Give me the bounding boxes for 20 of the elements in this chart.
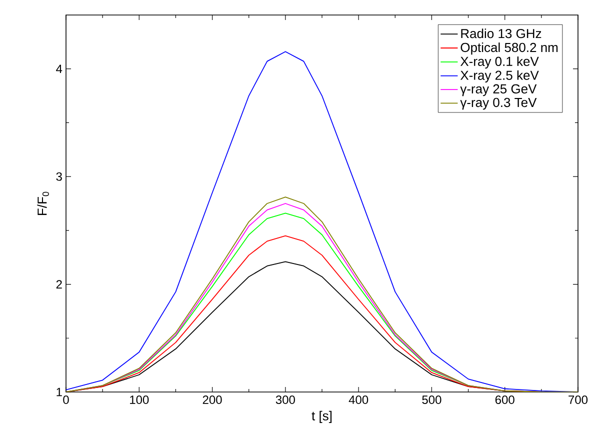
x-tick-label: 500 (422, 396, 442, 404)
x-tick-label: 100 (130, 396, 149, 404)
x-axis-title: t [s] (312, 410, 332, 423)
legend-label: γ-ray 0.3 TeV (460, 98, 537, 110)
y-tick-label: 2 (56, 280, 62, 288)
legend-label: γ-ray 25 GeV (460, 84, 537, 96)
y-tick-label: 3 (56, 172, 62, 181)
legend-label: X-ray 0.1 keV (460, 56, 539, 69)
x-tick-label: 300 (276, 396, 295, 404)
y-tick-label: 1 (56, 388, 62, 396)
legend-label: Optical 580.2 nm (460, 42, 558, 55)
y-axis-title: F/F$_{0}$ (37, 192, 49, 215)
x-tick-label: 0 (63, 396, 69, 404)
legend-label: Radio 13 GHz (461, 28, 542, 38)
x-tick-label: 600 (495, 396, 514, 404)
legend-label: X-ray 2.5 keV (460, 70, 539, 82)
y-tick-label: 4 (56, 64, 62, 73)
x-tick-label: 700 (568, 396, 588, 404)
x-tick-label: 200 (202, 396, 222, 404)
x-tick-label: 400 (348, 396, 368, 404)
